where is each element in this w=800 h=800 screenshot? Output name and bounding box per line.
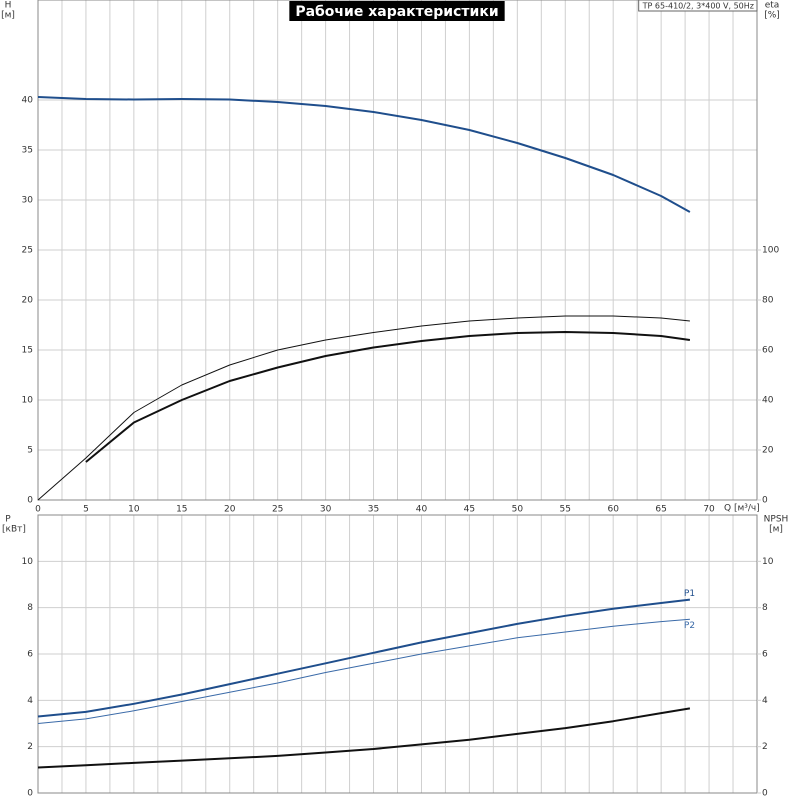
- grid: [37, 0, 757, 794]
- y-tick-label: 10: [22, 557, 34, 567]
- curve: [37, 598, 691, 718]
- y2-tick-label: 0: [762, 789, 768, 799]
- y-tick-label: 25: [22, 246, 33, 256]
- y-tick-label: 35: [22, 146, 33, 156]
- y2-tick-label: 6: [762, 650, 768, 660]
- y-tick-label: 5: [27, 446, 33, 456]
- y2-tick-label: 2: [762, 742, 768, 752]
- x-tick-label: 40: [416, 505, 428, 515]
- y2-tick-label: 100: [762, 246, 779, 256]
- y2-tick-label: 80: [762, 296, 774, 306]
- y-tick-label: 40: [22, 96, 34, 106]
- y-axis-label: P: [5, 515, 11, 525]
- y-tick-label: 20: [22, 296, 34, 306]
- y2-tick-label: 60: [762, 346, 774, 356]
- x-tick-label: 55: [560, 505, 571, 515]
- curve: [37, 707, 691, 769]
- x-tick-label: 10: [128, 505, 140, 515]
- y2-tick-label: 20: [762, 446, 774, 456]
- series-label: P2: [684, 621, 695, 631]
- series-label: P1: [684, 589, 695, 599]
- subtitle-box: [638, 0, 758, 12]
- y2-axis-label: NPSH: [764, 515, 789, 525]
- chart-title: Рабочие характеристики: [295, 4, 498, 20]
- x-tick-label: 5: [83, 505, 89, 515]
- x-tick-label: 15: [176, 505, 187, 515]
- x-tick-label: 35: [368, 505, 379, 515]
- y-tick-label: 2: [27, 742, 33, 752]
- title-box: [289, 1, 505, 21]
- x-tick-label: 65: [655, 505, 666, 515]
- y-tick-label: 6: [27, 650, 33, 660]
- x-tick-label: 0: [35, 505, 41, 515]
- curve: [85, 331, 691, 463]
- x-tick-label: 45: [464, 505, 475, 515]
- x-tick-label: 70: [703, 505, 715, 515]
- y-tick-label: 8: [27, 603, 33, 613]
- x-axis-label: Q [м³/ч]: [724, 504, 760, 514]
- y-axis-unit: [кВт]: [2, 525, 26, 535]
- y-tick-label: 15: [22, 346, 33, 356]
- y-tick-label: 0: [27, 789, 33, 799]
- curve: [37, 315, 690, 501]
- y-axis-label: H: [5, 1, 12, 11]
- y-tick-label: 10: [22, 396, 34, 406]
- x-tick-label: 25: [272, 505, 283, 515]
- y2-tick-label: 4: [762, 696, 768, 706]
- y2-tick-label: 8: [762, 603, 768, 613]
- x-tick-label: 50: [512, 505, 524, 515]
- curve: [37, 96, 691, 213]
- x-tick-label: 30: [320, 505, 332, 515]
- x-tick-label: 60: [607, 505, 619, 515]
- chart-subtitle: TP 65-410/2, 3*400 V, 50Hz: [642, 2, 754, 11]
- y-axis-unit: [м]: [1, 11, 15, 21]
- y-tick-label: 30: [22, 196, 34, 206]
- y2-tick-label: 10: [762, 557, 774, 567]
- y-tick-label: 0: [27, 496, 33, 506]
- y2-axis-label: eta: [765, 1, 780, 11]
- x-tick-label: 20: [224, 505, 236, 515]
- y-tick-label: 4: [27, 696, 33, 706]
- y2-tick-label: 40: [762, 396, 774, 406]
- y2-axis-unit: [м]: [769, 525, 783, 535]
- y2-tick-label: 0: [762, 496, 768, 506]
- y2-axis-unit: [%]: [764, 11, 780, 21]
- curve: [37, 618, 690, 724]
